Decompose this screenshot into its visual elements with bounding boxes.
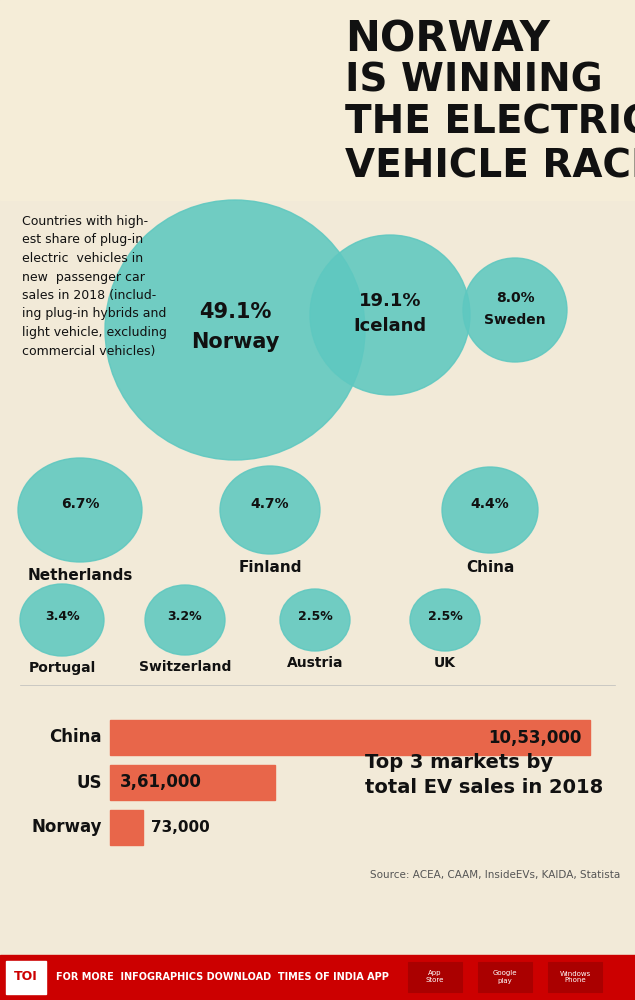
Text: Sweden: Sweden — [484, 313, 546, 327]
Bar — [110, 720, 590, 755]
Bar — [408, 962, 462, 992]
Text: Norway: Norway — [190, 332, 279, 352]
Text: China: China — [50, 728, 102, 746]
Text: 8.0%: 8.0% — [496, 291, 534, 305]
Text: 4.4%: 4.4% — [471, 497, 509, 511]
Text: Switzerland: Switzerland — [139, 660, 231, 674]
Text: VEHICLE RACE: VEHICLE RACE — [345, 147, 635, 185]
Text: Austria: Austria — [287, 656, 344, 670]
Text: 49.1%: 49.1% — [199, 302, 271, 322]
Text: 3.2%: 3.2% — [168, 609, 203, 622]
Text: TOI: TOI — [14, 970, 38, 984]
Text: Norway: Norway — [32, 818, 102, 836]
Text: NORWAY: NORWAY — [345, 18, 550, 60]
Text: Windows
Phone: Windows Phone — [559, 970, 591, 984]
Bar — [0, 955, 635, 1000]
Text: 6.7%: 6.7% — [61, 497, 99, 511]
Ellipse shape — [442, 467, 538, 553]
Bar — [110, 765, 274, 800]
Bar — [6, 961, 46, 994]
Text: UK: UK — [434, 656, 456, 670]
Bar — [548, 962, 602, 992]
Text: Iceland: Iceland — [354, 317, 427, 335]
Text: US: US — [76, 774, 102, 792]
Text: 2.5%: 2.5% — [298, 609, 332, 622]
Text: THE ELECTRIC: THE ELECTRIC — [345, 104, 635, 142]
Text: China: China — [466, 560, 514, 574]
Ellipse shape — [220, 466, 320, 554]
Bar — [478, 962, 532, 992]
Ellipse shape — [145, 585, 225, 655]
Text: Portugal: Portugal — [29, 661, 96, 675]
Text: 3.4%: 3.4% — [44, 609, 79, 622]
Text: 2.5%: 2.5% — [427, 609, 462, 622]
Text: FOR MORE  INFOGRAPHICS DOWNLOAD  TIMES OF INDIA APP: FOR MORE INFOGRAPHICS DOWNLOAD TIMES OF … — [56, 972, 389, 982]
Ellipse shape — [18, 458, 142, 562]
Text: 3,61,000: 3,61,000 — [120, 774, 202, 792]
Text: Source: ACEA, CAAM, InsideEVs, KAIDA, Statista: Source: ACEA, CAAM, InsideEVs, KAIDA, St… — [370, 870, 620, 880]
Text: Top 3 markets by
total EV sales in 2018: Top 3 markets by total EV sales in 2018 — [365, 753, 603, 797]
Circle shape — [105, 200, 365, 460]
Text: App
Store: App Store — [426, 970, 444, 984]
Text: 73,000: 73,000 — [151, 820, 210, 835]
Text: Finland: Finland — [238, 560, 302, 576]
Ellipse shape — [20, 584, 104, 656]
Text: IS WINNING: IS WINNING — [345, 61, 603, 99]
Text: Netherlands: Netherlands — [27, 568, 133, 584]
Text: Countries with high-
est share of plug-in
electric  vehicles in
new  passenger c: Countries with high- est share of plug-i… — [22, 215, 167, 358]
Ellipse shape — [280, 589, 350, 651]
Text: 4.7%: 4.7% — [251, 497, 290, 511]
Text: Google
play: Google play — [493, 970, 518, 984]
Text: 10,53,000: 10,53,000 — [488, 728, 582, 746]
Bar — [110, 810, 144, 845]
Circle shape — [310, 235, 470, 395]
Circle shape — [463, 258, 567, 362]
Ellipse shape — [410, 589, 480, 651]
Text: 19.1%: 19.1% — [359, 292, 421, 310]
Bar — [0, 0, 635, 200]
